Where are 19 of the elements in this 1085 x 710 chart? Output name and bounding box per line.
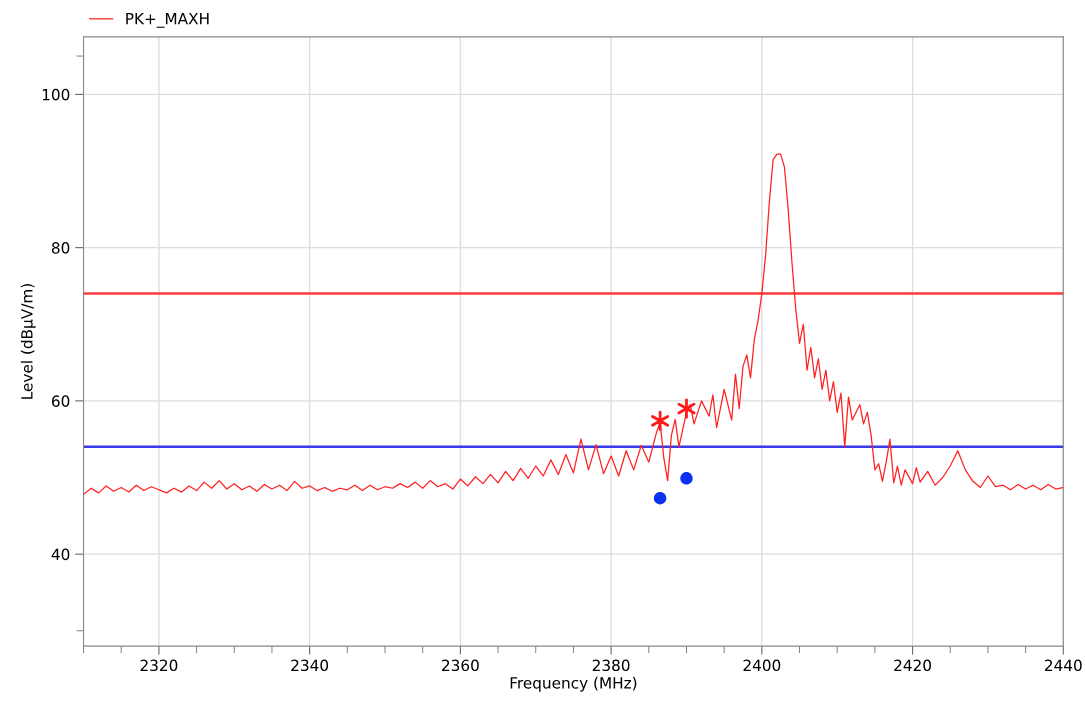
x-tick-label: 2340 xyxy=(291,659,329,672)
x-tick-label: 2360 xyxy=(442,659,479,672)
point xyxy=(680,472,693,485)
x-tick-label: 2400 xyxy=(743,659,781,672)
legend-label: PK+_MAXH xyxy=(126,13,209,28)
point xyxy=(677,398,696,419)
point xyxy=(651,410,670,431)
y-tick-label: 60 xyxy=(51,395,70,407)
x-tick-label: 2380 xyxy=(592,659,630,672)
x-tick-label: 2320 xyxy=(140,659,178,672)
point xyxy=(653,492,667,505)
y-tick-label: 80 xyxy=(51,242,70,254)
y-tick-label: 100 xyxy=(42,88,70,101)
x-axis-title: Frequency (MHz) xyxy=(510,676,637,692)
x-tick-label: 2420 xyxy=(894,659,931,672)
y-tick-label: 40 xyxy=(51,548,70,561)
x-tick-label: 2440 xyxy=(1044,659,1082,672)
line-series xyxy=(83,153,1064,496)
y-axis-title: Level (dBµV/m) xyxy=(20,284,36,399)
